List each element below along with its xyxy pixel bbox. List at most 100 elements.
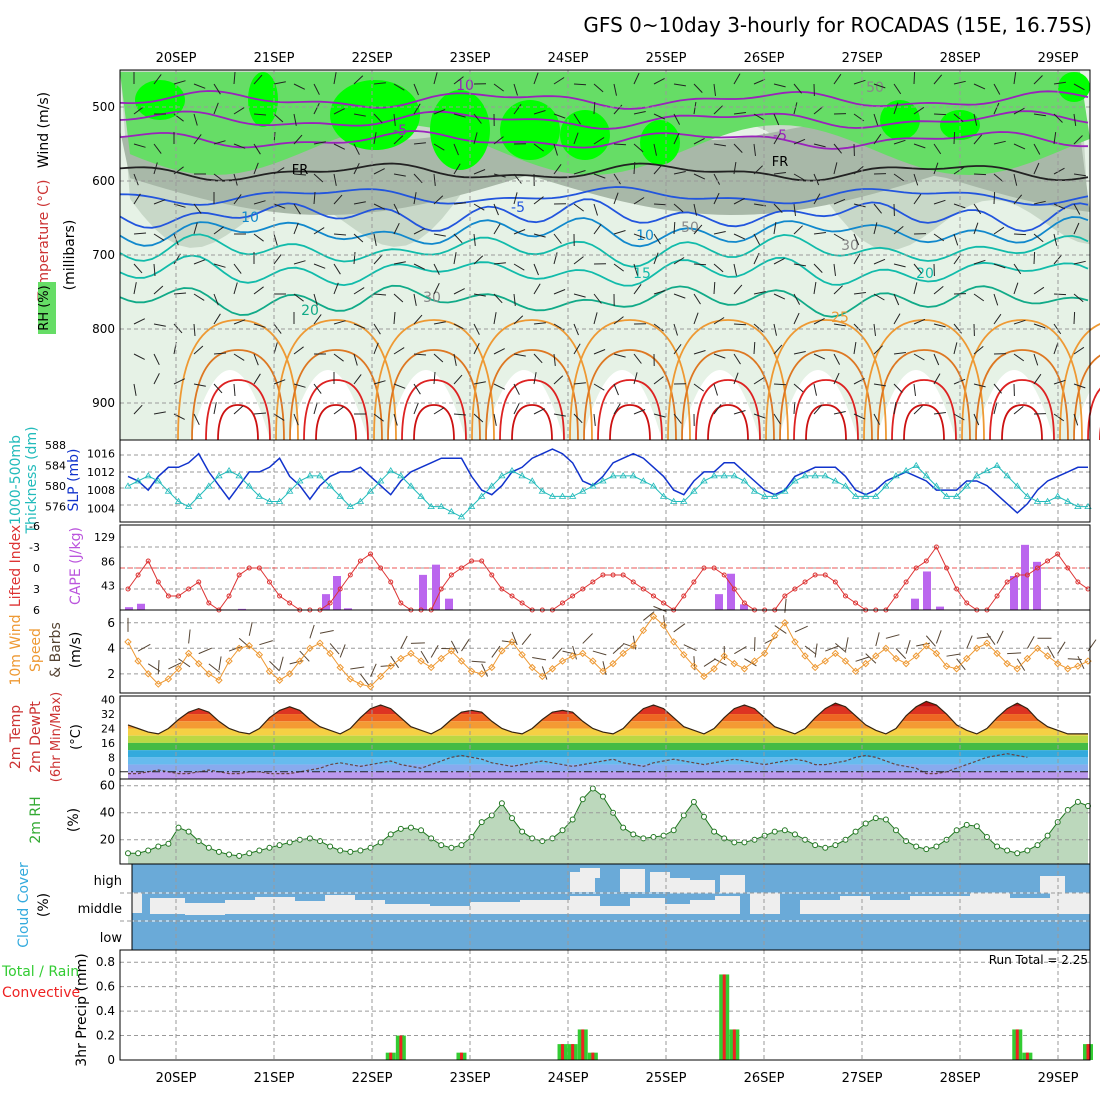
wind-barb (633, 197, 645, 205)
rh2m-marker (862, 820, 869, 827)
wind-barb (390, 655, 400, 669)
wind-barb (213, 226, 224, 235)
wind-speed-marker (498, 647, 506, 655)
wind-barb (253, 162, 259, 175)
wind-barb (793, 173, 805, 181)
rh2m-marker (1014, 850, 1021, 857)
precip-convective-bar (459, 1052, 463, 1060)
wind-barb (153, 74, 162, 85)
wind-barb (213, 173, 224, 182)
temperature-contour (119, 90, 1089, 110)
thickness-marker (892, 472, 900, 479)
rh2m-marker (1064, 807, 1071, 814)
wind-barb (1073, 203, 1081, 215)
cape-bar (936, 606, 944, 610)
wind-barb (753, 377, 765, 385)
wind-barb (593, 383, 605, 391)
lifted-index-marker (1014, 572, 1020, 578)
wind-barb (976, 636, 991, 639)
wind-barb (433, 233, 446, 237)
dewpoint-line (128, 753, 1028, 775)
wind-barb (373, 203, 386, 210)
rh-dry-dome (190, 370, 270, 440)
rh-dry-dome (876, 370, 956, 440)
wind-barb (433, 195, 444, 205)
wind-barb (259, 640, 273, 646)
rh2m-marker (973, 823, 980, 830)
wind-barb (873, 258, 886, 265)
rh2m-marker (620, 824, 627, 831)
thickness-marker (154, 477, 163, 484)
rh2m-marker (387, 831, 394, 838)
wind-barb (773, 203, 783, 213)
thickness-marker (1033, 497, 1042, 504)
temperature-contour-warm (765, 319, 887, 441)
precip-convective-bar (732, 1029, 736, 1060)
wind-barb (233, 71, 236, 85)
y-tick-label: 40 (100, 806, 115, 820)
lifted-index-marker (721, 572, 727, 578)
wind-barb (133, 383, 137, 396)
wind-barb (453, 113, 466, 118)
thickness-marker (690, 487, 698, 494)
wind-barb (353, 233, 364, 243)
wind-barb (153, 199, 166, 205)
wind-barb (153, 373, 160, 385)
y-tick-label: 588 (45, 439, 66, 452)
wind-barb (973, 83, 986, 90)
lifted-index-marker (1034, 565, 1040, 571)
wind-barb (168, 662, 182, 670)
y-tick-label: 0.6 (96, 980, 115, 994)
wind-barb (393, 347, 405, 355)
wind-speed-marker (164, 675, 173, 683)
lifted-index-marker (165, 593, 171, 599)
thickness-marker (538, 487, 547, 494)
axis-label-2m-temp: 2m Temp (8, 705, 24, 769)
temp-band (128, 750, 1088, 758)
wind-barb (953, 233, 959, 246)
wind-barb (353, 251, 356, 265)
rh-legend-swatch (38, 282, 56, 334)
wind-speed-marker (397, 654, 405, 663)
wind-speed-marker (1033, 644, 1042, 653)
temperature-contour-warm (511, 404, 553, 441)
thickness-marker (861, 492, 870, 499)
wind-barb (521, 633, 532, 646)
temperature-contour-warm (1087, 387, 1100, 441)
cloud-level-label: middle (78, 902, 122, 917)
wind-speed-marker (589, 657, 597, 665)
wind-barb (855, 656, 870, 662)
lifted-index-marker (893, 593, 899, 599)
rh2m-fill (128, 788, 1088, 864)
wind-barb (513, 192, 518, 205)
wind-barb (333, 320, 346, 325)
wind-barb (993, 102, 1000, 115)
thickness-marker (376, 477, 385, 484)
temperature-contour-warm (217, 404, 259, 441)
precip-convective-bar (571, 1044, 575, 1060)
cape-bar (727, 573, 735, 610)
lifted-index-marker (327, 600, 333, 606)
wind-barb (333, 282, 339, 295)
wind-barb (373, 113, 383, 124)
wind-barb (733, 73, 741, 85)
wind-speed-marker (892, 654, 900, 663)
wind-barb (773, 413, 781, 425)
wind-barb (933, 74, 943, 85)
y-tick-label: 6 (33, 604, 40, 617)
lifted-index-marker (994, 593, 1000, 599)
wind-barb (511, 631, 518, 646)
rh2m-marker (630, 831, 637, 838)
wind-barb (533, 283, 541, 295)
wind-speed-line (127, 615, 1089, 688)
wind-barb (1013, 406, 1024, 415)
wind-barb (893, 352, 906, 355)
rh2m-marker (589, 785, 596, 792)
wind-barb (353, 201, 366, 205)
wind-speed-marker (963, 654, 971, 663)
wind-barb (213, 313, 221, 325)
wind-barb (713, 317, 725, 325)
wind-barb (693, 203, 697, 216)
lifted-index-marker (933, 544, 939, 550)
